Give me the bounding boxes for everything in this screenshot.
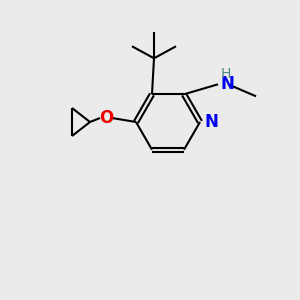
Text: N: N xyxy=(220,75,234,93)
Text: O: O xyxy=(99,109,113,127)
Text: N: N xyxy=(205,113,219,131)
Text: H: H xyxy=(221,67,231,81)
